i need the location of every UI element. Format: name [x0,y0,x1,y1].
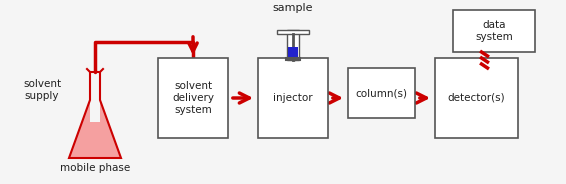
Text: solvent
supply: solvent supply [23,79,61,101]
Text: sample: sample [273,3,313,13]
FancyBboxPatch shape [258,58,328,138]
FancyBboxPatch shape [291,58,294,60]
Text: mobile phase: mobile phase [60,163,130,173]
FancyBboxPatch shape [348,68,415,118]
FancyBboxPatch shape [435,58,518,138]
Text: injector: injector [273,93,313,103]
FancyBboxPatch shape [288,47,298,60]
FancyBboxPatch shape [277,30,309,34]
FancyBboxPatch shape [453,10,535,52]
Text: column(s): column(s) [355,88,408,98]
FancyBboxPatch shape [287,30,299,60]
FancyBboxPatch shape [158,58,228,138]
Text: detector(s): detector(s) [448,93,505,103]
Text: solvent
delivery
system: solvent delivery system [172,81,214,115]
Polygon shape [69,100,121,158]
Text: data
system: data system [475,20,513,42]
